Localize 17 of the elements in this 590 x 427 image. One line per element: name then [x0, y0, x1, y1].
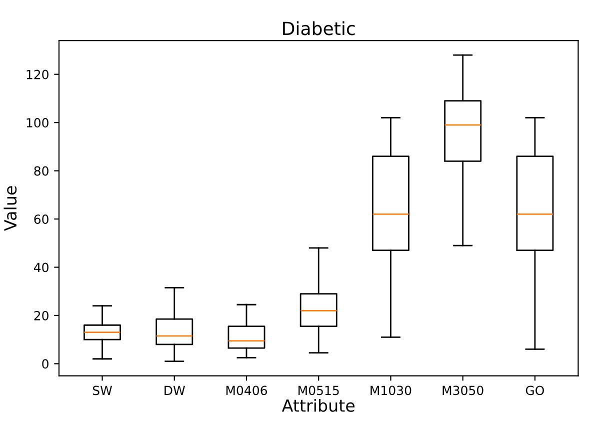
- y-tick-label: 0: [42, 359, 48, 369]
- x-tick-label: SW: [92, 386, 112, 396]
- y-tick-label: 80: [34, 166, 48, 176]
- y-tick-label: 40: [34, 262, 48, 272]
- y-tick-label: 60: [34, 214, 48, 224]
- y-tick-label: 120: [26, 70, 48, 80]
- x-tick-label: M0406: [226, 386, 267, 396]
- x-tick-label: M1030: [370, 386, 412, 396]
- chart-title: Diabetic: [283, 21, 355, 36]
- x-tick-label: GO: [526, 386, 544, 396]
- y-tick-label: 20: [34, 310, 48, 320]
- y-axis-title: Value: [4, 186, 17, 231]
- x-tick-label: DW: [164, 386, 185, 395]
- y-tick-label: 100: [26, 118, 48, 128]
- x-axis-title: Attribute: [282, 398, 355, 412]
- x-tick-label: M0515: [298, 386, 339, 396]
- x-tick-label: M3050: [442, 386, 484, 396]
